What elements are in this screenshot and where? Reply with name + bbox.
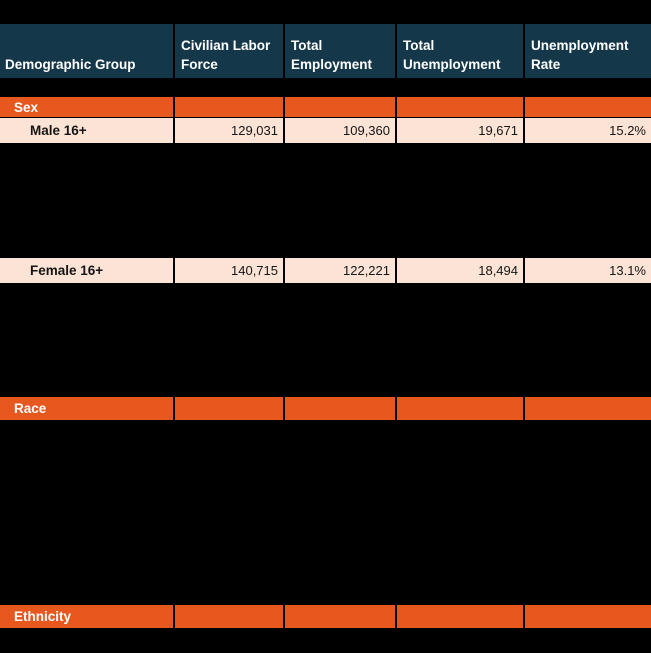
data-row-male: Male 16+ 129,031 109,360 19,671 15.2% [0,118,651,143]
male-total-unemployment-value: 19,671 [397,118,525,143]
female-total-employment-value: 122,221 [285,258,397,283]
empty-cell [525,605,651,628]
row-label-female: Female 16+ [0,258,175,283]
data-row-female: Female 16+ 140,715 122,221 18,494 13.1% [0,258,651,283]
female-total-unemployment-value: 18,494 [397,258,525,283]
header-cell-demographic-group: Demographic Group [0,24,175,78]
empty-cell [175,605,285,628]
header-cell-total-unemployment: Total Unemployment [397,24,525,78]
header-cell-civilian-labor-force: Civilian Labor Force [175,24,285,78]
empty-cell [285,397,397,420]
section-row-race: Race [0,397,651,420]
empty-cell [285,605,397,628]
empty-cell [397,397,525,420]
section-label-ethnicity: Ethnicity [0,605,175,628]
table-header-row: Demographic Group Civilian Labor Force T… [0,24,651,78]
header-cell-total-employment: Total Employment [285,24,397,78]
section-label-sex: Sex [0,97,175,117]
empty-cell [525,97,651,117]
female-civilian-labor-force-value: 140,715 [175,258,285,283]
male-unemployment-rate-value: 15.2% [525,118,651,143]
empty-cell [397,605,525,628]
empty-cell [285,97,397,117]
section-label-race: Race [0,397,175,420]
row-label-male: Male 16+ [0,118,175,143]
empty-cell [175,97,285,117]
male-total-employment-value: 109,360 [285,118,397,143]
header-cell-unemployment-rate: Unemployment Rate [525,24,651,78]
empty-cell [397,97,525,117]
empty-cell [525,397,651,420]
female-unemployment-rate-value: 13.1% [525,258,651,283]
empty-cell [175,397,285,420]
section-row-ethnicity: Ethnicity [0,605,651,628]
section-row-sex: Sex [0,97,651,117]
male-civilian-labor-force-value: 129,031 [175,118,285,143]
